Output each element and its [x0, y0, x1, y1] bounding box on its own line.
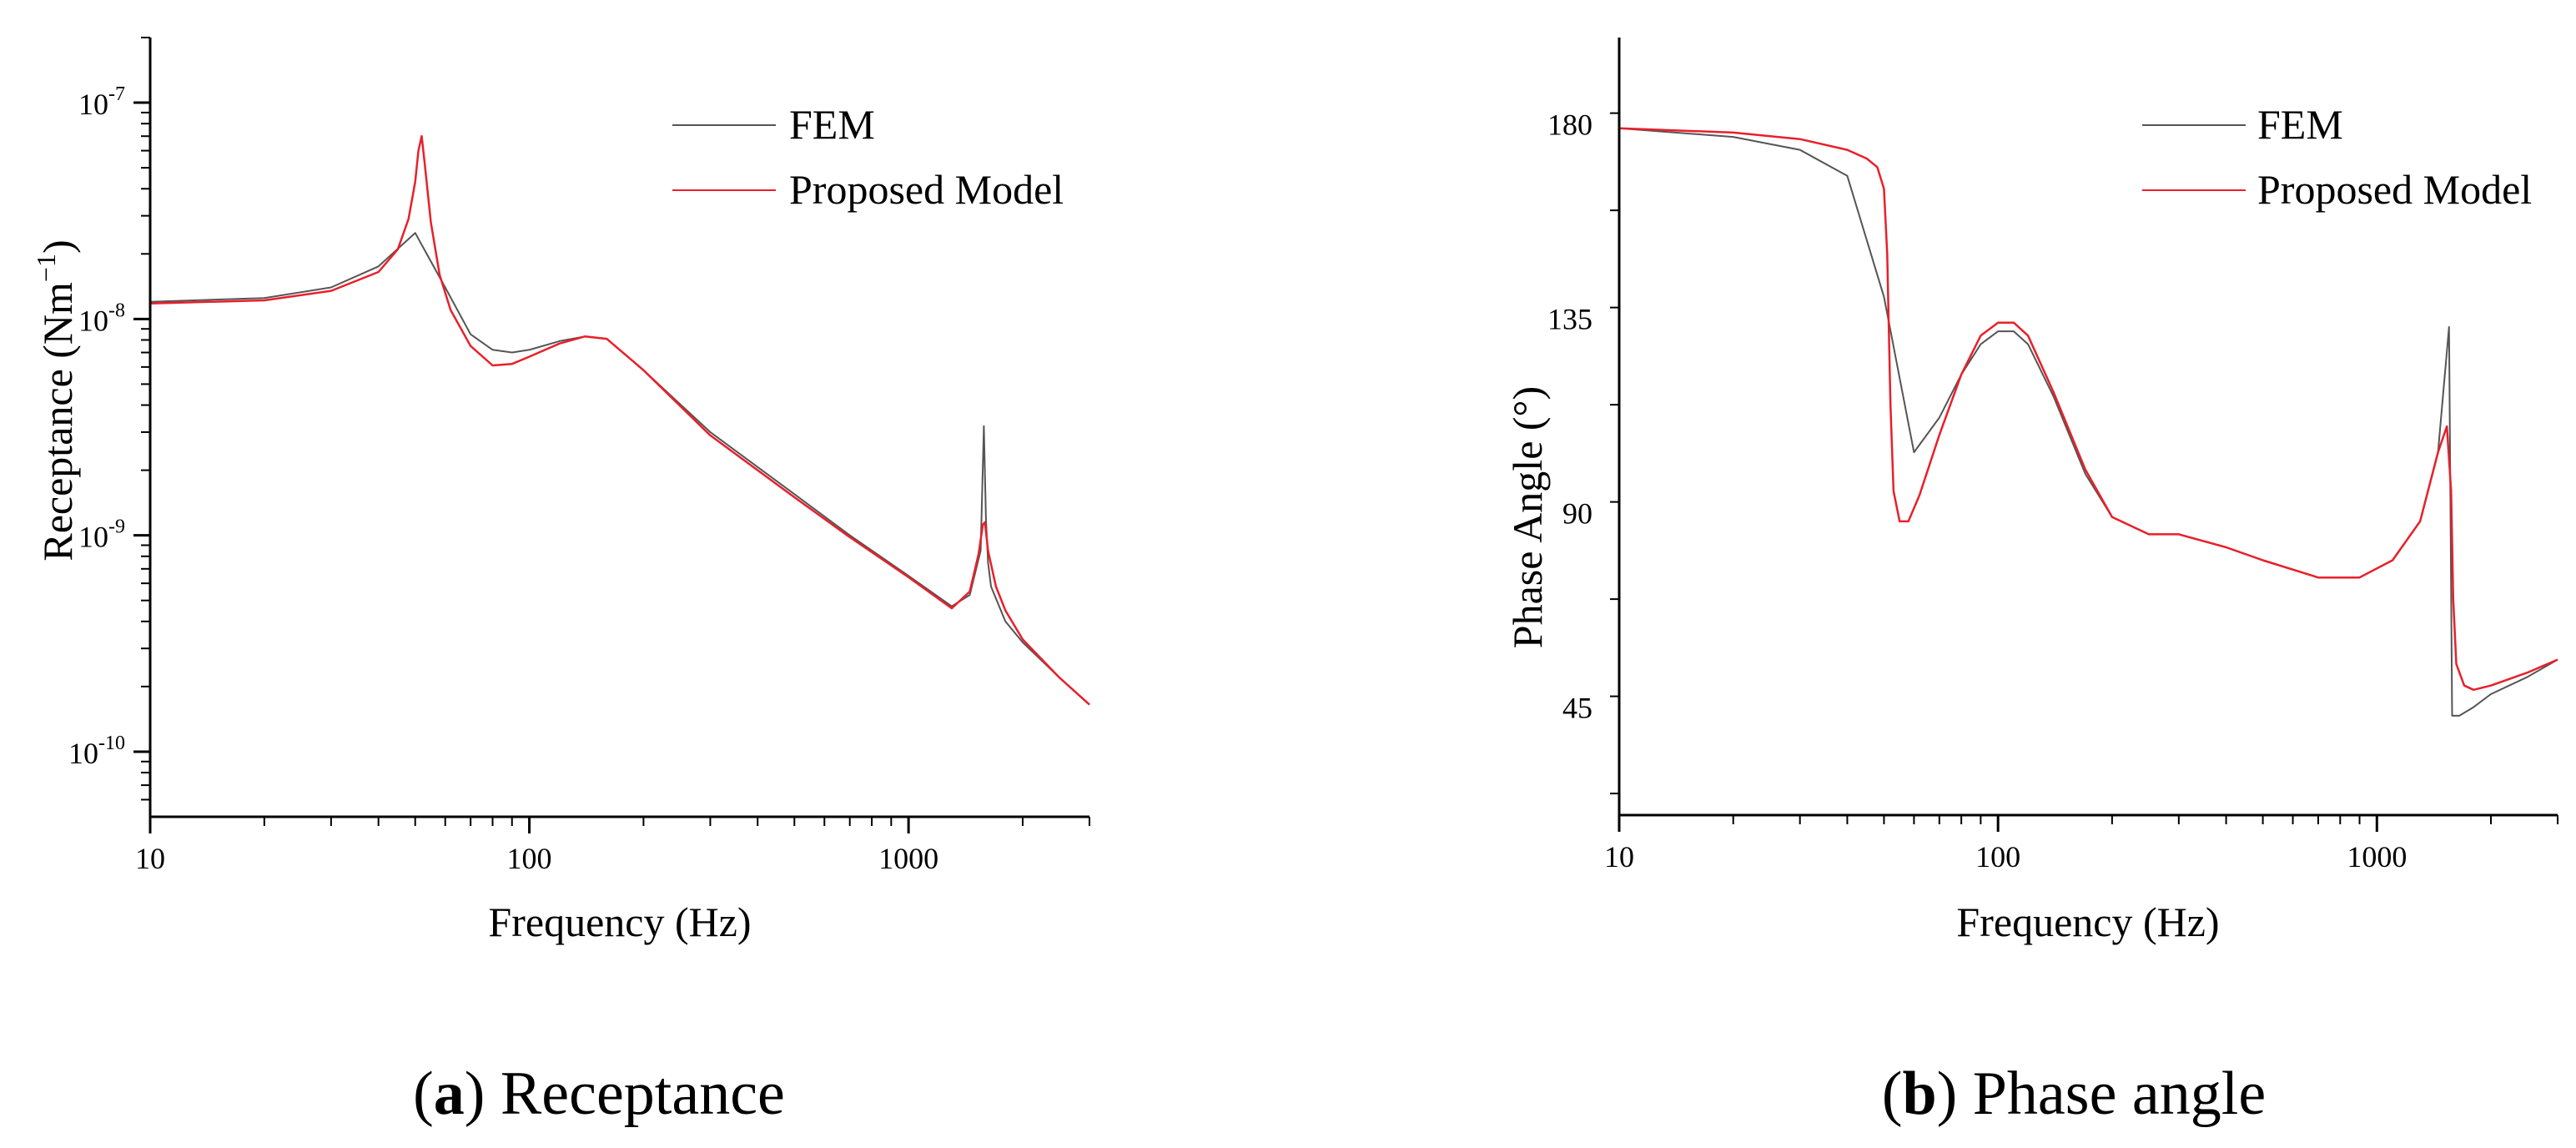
y-axis-title-close: ) — [34, 239, 81, 254]
x-axis-title: Frequency (Hz) — [1956, 899, 2219, 945]
legend-label-fem: FEM — [2257, 101, 2343, 148]
series-layer — [149, 134, 1090, 706]
caption-receptance: (a) Receptance — [413, 1060, 785, 1128]
x-tick-label: 100 — [507, 842, 552, 875]
y-tick-label: 10-7 — [78, 83, 125, 121]
legend-label-proposed-model: Proposed Model — [789, 166, 1064, 213]
legend: FEM Proposed Model — [672, 101, 1064, 213]
caption-text: Receptance — [485, 1060, 785, 1128]
legend-label-fem: FEM — [789, 101, 875, 148]
y-axis-title: Receptance (Nm−1) — [31, 239, 81, 561]
caption-label: b — [1902, 1060, 1936, 1128]
x-tick-label: 1000 — [2347, 840, 2407, 874]
series-line-fem — [149, 232, 1090, 706]
y-tick-label: 45 — [1562, 692, 1592, 725]
y-tick-label: 10-8 — [78, 300, 125, 337]
legend: FEM Proposed Model — [2142, 101, 2532, 213]
y-tick-label: 90 — [1562, 497, 1592, 531]
x-axis-title: Frequency (Hz) — [488, 899, 751, 945]
caption-text: Phase angle — [1957, 1060, 2266, 1128]
series-line-proposed-model — [1618, 127, 2558, 692]
y-tick-label: 10-10 — [68, 733, 125, 770]
series-line-fem — [1618, 127, 2558, 717]
series-line-proposed-model — [149, 134, 1090, 706]
series-layer — [1618, 127, 2558, 717]
caption-label: a — [434, 1060, 465, 1128]
y-axis-title: Phase Angle (°) — [1504, 386, 1551, 648]
y-axis-title-sup: −1 — [31, 254, 61, 282]
y-tick-label: 135 — [1547, 303, 1592, 336]
x-tick-label: 1000 — [878, 842, 938, 875]
ticks-layer: 10 100 1000 10-10 10-9 10-8 10-7 — [68, 37, 1090, 875]
caption-phase-angle: (b) Phase angle — [1882, 1060, 2266, 1128]
ticks-layer: 10 100 1000 45 90 135 180 — [1547, 108, 2558, 874]
x-tick-label: 10 — [1604, 840, 1634, 874]
chart-panel-phase-angle: 10 100 1000 45 90 135 180 Frequency (Hz) Phase… — [1504, 38, 2558, 1128]
y-axis-title-main: Receptance (Nm — [34, 282, 81, 561]
y-tick-label: 180 — [1547, 108, 1592, 142]
legend-label-proposed-model: Proposed Model — [2257, 166, 2532, 213]
x-tick-label: 10 — [135, 842, 165, 875]
y-tick-label: 10-9 — [78, 516, 125, 554]
chart-panel-receptance: 10 100 1000 10-10 10-9 10-8 10-7 Frequency (Hz… — [31, 37, 1090, 1128]
x-tick-label: 100 — [1975, 840, 2020, 874]
